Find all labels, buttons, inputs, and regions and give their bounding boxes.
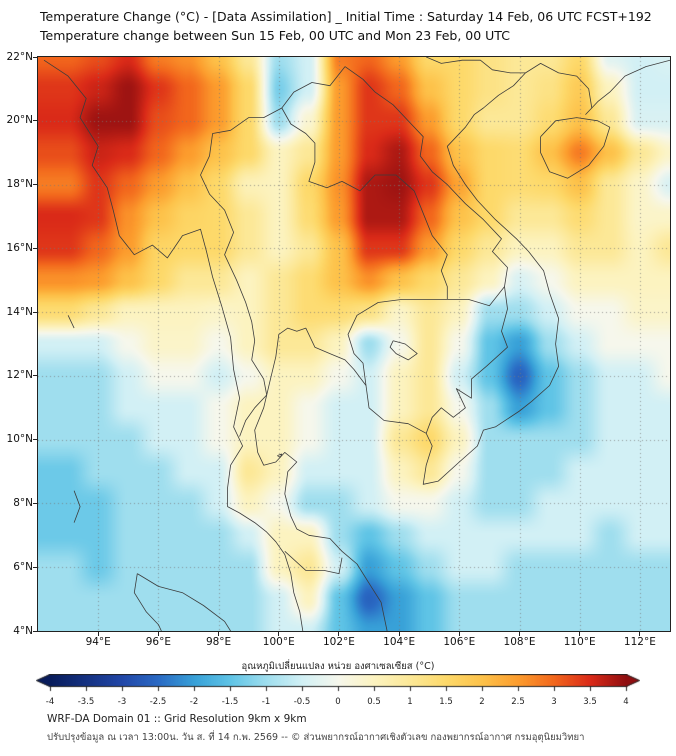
update-info-text: ปรับปรุงข้อมูล ณ เวลา 13:00น. วัน ส. ที่… [47, 732, 585, 743]
y-tick-label: 18°N [6, 178, 33, 191]
colorbar-tick-label: 2 [479, 697, 485, 707]
colorbar-tick-label: 3 [551, 697, 557, 707]
x-tick-label: 94°E [85, 636, 111, 648]
colorbar-tick-label: 0.5 [367, 697, 381, 707]
x-tick-label: 112°E [623, 636, 656, 648]
y-tick-label: 6°N [13, 560, 33, 573]
x-tick-label: 110°E [563, 636, 596, 648]
x-tick-mark [278, 632, 280, 636]
colorbar-tick-label: -3 [117, 697, 127, 707]
colorbar-tick-label: -1 [261, 697, 271, 707]
x-tick-label: 100°E [262, 636, 295, 648]
y-tick-mark [33, 439, 37, 441]
colorbar [36, 674, 640, 694]
y-tick-label: 14°N [6, 305, 33, 318]
x-tick-label: 96°E [145, 636, 171, 648]
x-tick-mark [338, 632, 340, 636]
colorbar-tick-label: 3.5 [583, 697, 597, 707]
x-tick-mark [639, 632, 641, 636]
chart-title: Temperature Change (°C) - [Data Assimila… [40, 9, 652, 24]
y-tick-mark [33, 311, 37, 313]
y-tick-mark [33, 502, 37, 504]
colorbar-tick-label: -1.5 [221, 697, 239, 707]
colorbar-tick-label: 4 [623, 697, 629, 707]
y-tick-label: 20°N [6, 114, 33, 127]
x-tick-mark [519, 632, 521, 636]
colorbar-tick-label: 2.5 [511, 697, 525, 707]
temperature-heatmap-canvas [38, 57, 670, 631]
x-tick-label: 104°E [383, 636, 416, 648]
x-tick-label: 106°E [443, 636, 476, 648]
y-tick-mark [33, 630, 37, 632]
y-tick-mark [33, 247, 37, 249]
colorbar-tick-label: -3.5 [77, 697, 95, 707]
x-tick-mark [398, 632, 400, 636]
chart-subtitle: Temperature change between Sun 15 Feb, 0… [40, 28, 510, 43]
x-tick-mark [157, 632, 159, 636]
x-tick-label: 108°E [503, 636, 536, 648]
x-tick-mark [97, 632, 99, 636]
colorbar-tick-label: -4 [45, 697, 55, 707]
x-tick-mark [579, 632, 581, 636]
y-tick-mark [33, 184, 37, 186]
y-tick-mark [33, 56, 37, 58]
colorbar-tick-label: 1.5 [439, 697, 453, 707]
y-tick-mark [33, 375, 37, 377]
x-tick-label: 102°E [322, 636, 355, 648]
colorbar-label: อุณหภูมิเปลี่ยนแปลง หน่วย องศาเซลเซียส (… [241, 661, 435, 672]
colorbar-tick-label: 0 [335, 697, 341, 707]
y-tick-mark [33, 566, 37, 568]
y-tick-label: 4°N [13, 624, 33, 637]
x-tick-mark [218, 632, 220, 636]
y-tick-label: 10°N [6, 433, 33, 446]
x-tick-label: 98°E [205, 636, 232, 648]
colorbar-tick-label: -0.5 [293, 697, 311, 707]
x-tick-mark [458, 632, 460, 636]
y-tick-label: 16°N [6, 241, 33, 254]
y-tick-label: 22°N [6, 50, 33, 63]
colorbar-tick-label: 1 [407, 697, 413, 707]
y-tick-label: 8°N [13, 496, 33, 509]
y-tick-mark [33, 120, 37, 122]
model-info-text: WRF-DA Domain 01 :: Grid Resolution 9km … [47, 713, 307, 725]
map-plot-area [37, 56, 671, 632]
colorbar-tick-label: -2 [189, 697, 199, 707]
colorbar-tick-label: -2.5 [149, 697, 167, 707]
y-tick-label: 12°N [6, 369, 33, 382]
